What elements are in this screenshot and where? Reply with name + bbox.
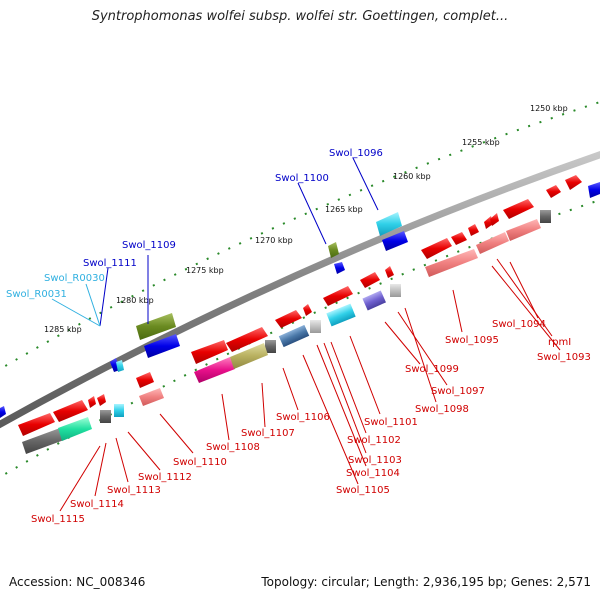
genome-backbone <box>0 151 600 429</box>
label-swol-1106[interactable]: Swol_1106 <box>276 412 330 423</box>
label-swol-1100[interactable]: Swol_1100 <box>275 173 329 184</box>
ruler-label-1250: 1250 kbp <box>530 104 568 113</box>
gene-steel-1[interactable] <box>278 324 310 348</box>
gene-small-6[interactable] <box>97 394 106 406</box>
label-swol-1103[interactable]: Swol_1103 <box>348 455 402 466</box>
gene-rpml[interactable] <box>546 185 561 198</box>
label-swol-1108[interactable]: Swol_1108 <box>206 442 260 453</box>
gene-swol-1093[interactable] <box>588 182 600 198</box>
gene-swol-1106[interactable] <box>275 310 302 328</box>
label-swol-1104[interactable]: Swol_1104 <box>346 468 400 479</box>
gene-gray-3[interactable] <box>100 410 111 423</box>
label-swol-1096[interactable]: Swol_1096 <box>329 148 383 159</box>
gene-swol-1108[interactable] <box>191 340 228 364</box>
gene-swol-1096[interactable] <box>376 212 402 236</box>
forward-genes <box>18 175 600 436</box>
gene-swol-1097[interactable] <box>421 238 452 259</box>
gene-swol-1115[interactable] <box>18 413 55 436</box>
gene-small-5[interactable] <box>303 304 312 316</box>
gene-swol-1112[interactable] <box>53 400 88 422</box>
gene-lgray-2[interactable] <box>310 320 321 333</box>
label-swol-1094[interactable]: Swol_1094 <box>492 319 546 330</box>
ruler-label-1280: 1280 kbp <box>116 296 154 305</box>
label-swol-1109[interactable]: Swol_1109 <box>122 240 176 251</box>
gene-swol-1109[interactable] <box>136 313 176 340</box>
gene-swol-1110[interactable] <box>136 372 154 388</box>
gene-small-7[interactable] <box>88 396 96 408</box>
label-swol-1112[interactable]: Swol_1112 <box>138 472 192 483</box>
gene-blue-1[interactable] <box>382 231 408 251</box>
gene-gray-1[interactable] <box>540 210 551 223</box>
gene-cyan-1[interactable] <box>326 303 356 327</box>
gene-edge-blue[interactable] <box>0 406 6 418</box>
leader-lines-blue <box>99 157 379 327</box>
ruler-label-1255: 1255 kbp <box>462 138 500 147</box>
gene-pink-2[interactable] <box>476 232 509 254</box>
gene-swol-1101[interactable] <box>323 286 353 306</box>
label-swol-1095[interactable]: Swol_1095 <box>445 335 499 346</box>
gene-blue-2[interactable] <box>334 262 345 274</box>
gene-teal[interactable] <box>58 417 92 441</box>
gene-lgray-1[interactable] <box>390 284 401 297</box>
ruler-label-1285: 1285 kbp <box>44 325 82 334</box>
gene-gray-rev[interactable] <box>22 428 64 454</box>
gene-pink-4[interactable] <box>139 388 164 406</box>
gene-swol-r0031[interactable] <box>116 360 124 372</box>
leader-lines-red <box>59 258 561 512</box>
gene-khaki[interactable] <box>230 343 268 369</box>
gene-gray-2[interactable] <box>265 340 276 353</box>
label-swol-1101[interactable]: Swol_1101 <box>364 417 418 428</box>
ruler-label-1275: 1275 kbp <box>186 266 224 275</box>
map-title: Syntrophomonas wolfei subsp. wolfei str.… <box>91 9 509 24</box>
gene-purple-1[interactable] <box>362 290 386 311</box>
gene-swol-1095[interactable] <box>503 199 534 219</box>
label-swol-1110[interactable]: Swol_1110 <box>173 457 227 468</box>
label-swol-1107[interactable]: Swol_1107 <box>241 428 295 439</box>
label-swol-1114[interactable]: Swol_1114 <box>70 499 124 510</box>
gene-swol-1107[interactable] <box>226 327 268 352</box>
label-swol-1093[interactable]: Swol_1093 <box>537 352 591 363</box>
gene-small-3[interactable] <box>468 224 479 236</box>
ruler-label-1270: 1270 kbp <box>255 236 293 245</box>
label-swol-1097[interactable]: Swol_1097 <box>431 386 485 397</box>
gene-magenta[interactable] <box>194 357 235 383</box>
label-swol-1098[interactable]: Swol_1098 <box>415 404 469 415</box>
accession-text: Accession: NC_008346 <box>9 575 146 589</box>
label-swol-1105[interactable]: Swol_1105 <box>336 485 390 496</box>
gene-small-4[interactable] <box>385 266 394 278</box>
label-swol-1113[interactable]: Swol_1113 <box>107 485 161 496</box>
label-swol-r0031[interactable]: Swol_R0031 <box>6 289 67 300</box>
label-swol-r0030[interactable]: Swol_R0030 <box>44 273 105 284</box>
label-swol-1099[interactable]: Swol_1099 <box>405 364 459 375</box>
label-rpml[interactable]: rpmI <box>548 337 571 348</box>
gene-pink-1[interactable] <box>506 219 541 241</box>
label-swol-1102[interactable]: Swol_1102 <box>347 435 401 446</box>
gene-swol-1099[interactable] <box>360 272 380 288</box>
gene-cyan-2[interactable] <box>114 404 124 417</box>
label-swol-1115[interactable]: Swol_1115 <box>31 514 85 525</box>
ruler-dots-inner <box>0 199 600 479</box>
gene-swol-1098[interactable] <box>451 232 467 245</box>
gene-pink-3[interactable] <box>425 249 478 277</box>
label-swol-1111[interactable]: Swol_1111 <box>83 258 137 269</box>
gene-swol-1100[interactable] <box>328 242 339 258</box>
ruler-dots-outer <box>0 101 600 371</box>
ruler-label-1260: 1260 kbp <box>393 172 431 181</box>
leader-lines-rna <box>51 283 101 327</box>
genome-summary-text: Topology: circular; Length: 2,936,195 bp… <box>261 575 591 589</box>
gene-small-2[interactable] <box>490 213 499 226</box>
gene-swol-1094[interactable] <box>565 175 582 190</box>
ruler-label-1265: 1265 kbp <box>325 205 363 214</box>
gene-blue-3[interactable] <box>144 334 180 358</box>
